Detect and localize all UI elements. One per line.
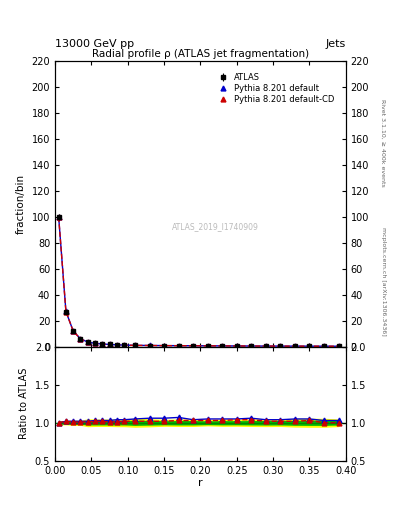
Pythia 8.201 default-CD bbox=[93, 340, 97, 347]
Legend: ATLAS, Pythia 8.201 default, Pythia 8.201 default-CD: ATLAS, Pythia 8.201 default, Pythia 8.20… bbox=[214, 71, 336, 106]
Pythia 8.201 default bbox=[220, 343, 225, 349]
Pythia 8.201 default bbox=[64, 308, 68, 314]
Text: 13000 GeV pp: 13000 GeV pp bbox=[55, 38, 134, 49]
Pythia 8.201 default-CD bbox=[336, 343, 341, 349]
Pythia 8.201 default-CD bbox=[206, 343, 210, 349]
Pythia 8.201 default bbox=[93, 340, 97, 347]
Pythia 8.201 default bbox=[292, 343, 298, 349]
Pythia 8.201 default bbox=[56, 214, 61, 220]
Pythia 8.201 default-CD bbox=[56, 214, 61, 220]
Pythia 8.201 default bbox=[114, 342, 119, 348]
Line: Pythia 8.201 default: Pythia 8.201 default bbox=[56, 215, 341, 349]
Pythia 8.201 default-CD bbox=[107, 342, 112, 348]
Pythia 8.201 default bbox=[336, 343, 341, 349]
Pythia 8.201 default-CD bbox=[100, 341, 105, 347]
Pythia 8.201 default-CD bbox=[307, 343, 312, 349]
Pythia 8.201 default-CD bbox=[71, 328, 75, 334]
Pythia 8.201 default-CD bbox=[78, 336, 83, 342]
Pythia 8.201 default-CD bbox=[292, 343, 298, 349]
Pythia 8.201 default bbox=[206, 343, 210, 349]
Pythia 8.201 default bbox=[278, 343, 283, 349]
Y-axis label: fraction/bin: fraction/bin bbox=[16, 174, 26, 234]
Pythia 8.201 default bbox=[307, 343, 312, 349]
Pythia 8.201 default bbox=[107, 342, 112, 348]
Pythia 8.201 default-CD bbox=[122, 342, 127, 348]
Line: Pythia 8.201 default-CD: Pythia 8.201 default-CD bbox=[56, 215, 341, 349]
Pythia 8.201 default-CD bbox=[64, 309, 68, 315]
Pythia 8.201 default bbox=[122, 342, 127, 348]
Pythia 8.201 default-CD bbox=[114, 342, 119, 348]
Pythia 8.201 default bbox=[133, 342, 138, 348]
Text: mcplots.cern.ch [arXiv:1306.3436]: mcplots.cern.ch [arXiv:1306.3436] bbox=[381, 227, 386, 336]
Pythia 8.201 default bbox=[147, 343, 152, 349]
Pythia 8.201 default bbox=[321, 343, 326, 349]
Pythia 8.201 default-CD bbox=[133, 343, 138, 349]
Text: ATLAS_2019_I1740909: ATLAS_2019_I1740909 bbox=[171, 222, 259, 231]
Text: Jets: Jets bbox=[325, 38, 346, 49]
Pythia 8.201 default-CD bbox=[263, 343, 268, 349]
Text: Rivet 3.1.10, ≥ 400k events: Rivet 3.1.10, ≥ 400k events bbox=[381, 99, 386, 187]
Pythia 8.201 default-CD bbox=[147, 343, 152, 349]
Pythia 8.201 default-CD bbox=[85, 339, 90, 345]
Pythia 8.201 default bbox=[249, 343, 254, 349]
X-axis label: r: r bbox=[198, 478, 203, 488]
Y-axis label: Ratio to ATLAS: Ratio to ATLAS bbox=[19, 368, 29, 439]
Pythia 8.201 default bbox=[100, 341, 105, 347]
Pythia 8.201 default bbox=[263, 343, 268, 349]
Pythia 8.201 default-CD bbox=[249, 343, 254, 349]
Pythia 8.201 default-CD bbox=[321, 343, 326, 349]
Pythia 8.201 default bbox=[71, 328, 75, 334]
Pythia 8.201 default bbox=[176, 343, 181, 349]
Title: Radial profile ρ (ATLAS jet fragmentation): Radial profile ρ (ATLAS jet fragmentatio… bbox=[92, 49, 309, 59]
Pythia 8.201 default bbox=[234, 343, 239, 349]
Pythia 8.201 default-CD bbox=[220, 343, 225, 349]
Pythia 8.201 default bbox=[162, 343, 167, 349]
Pythia 8.201 default-CD bbox=[234, 343, 239, 349]
Pythia 8.201 default bbox=[85, 339, 90, 345]
Pythia 8.201 default-CD bbox=[191, 343, 196, 349]
Pythia 8.201 default-CD bbox=[278, 343, 283, 349]
Pythia 8.201 default bbox=[78, 336, 83, 342]
Pythia 8.201 default bbox=[191, 343, 196, 349]
Pythia 8.201 default-CD bbox=[176, 343, 181, 349]
Pythia 8.201 default-CD bbox=[162, 343, 167, 349]
